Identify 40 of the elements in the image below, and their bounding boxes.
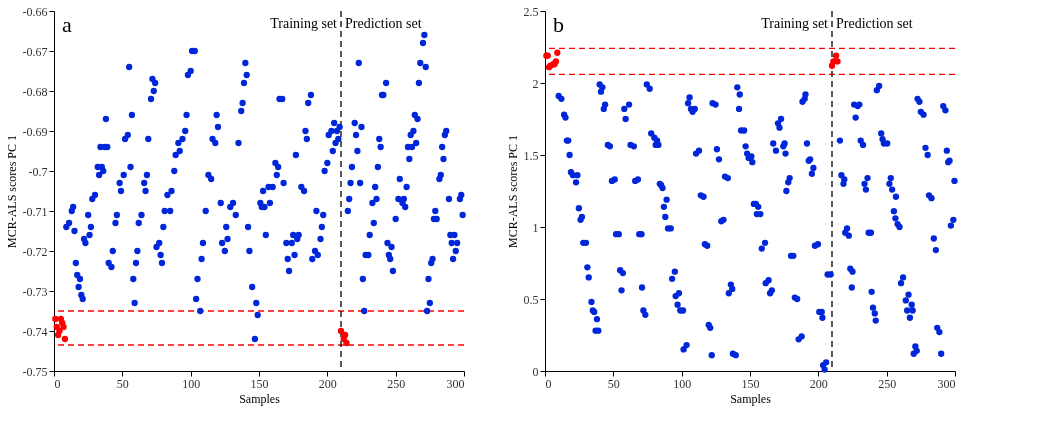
y-tick-label: -0.75 — [22, 364, 48, 379]
y-tick-label: -0.69 — [22, 124, 48, 139]
y-axis-title: MCR-ALS scores PC 1 — [505, 134, 520, 249]
x-tick-label: 300 — [446, 376, 465, 391]
annotation: Training set — [270, 16, 338, 31]
annotation: Prediction set — [836, 16, 913, 31]
y-tick-label: 0.5 — [523, 292, 539, 307]
x-tick-label: 250 — [878, 376, 897, 391]
x-tick-label: 250 — [387, 376, 406, 391]
x-tick-label: 300 — [937, 376, 956, 391]
y-tick-label: 1 — [532, 220, 539, 235]
y-tick-label: -0.67 — [22, 44, 48, 59]
annotation: Training set — [761, 16, 829, 31]
x-tick-label: 200 — [318, 376, 337, 391]
x-tick-label: 150 — [250, 376, 269, 391]
annotation: Prediction set — [345, 16, 422, 31]
x-tick-label: 200 — [809, 376, 828, 391]
y-tick-label: -0.73 — [22, 284, 48, 299]
x-tick-label: 50 — [607, 376, 620, 391]
x-axis-title: Samples — [730, 391, 772, 406]
x-tick-label: 150 — [741, 376, 760, 391]
x-axis-title: Samples — [239, 391, 281, 406]
y-tick-label: 0 — [532, 364, 539, 379]
y-tick-label: -0.72 — [22, 244, 48, 259]
y-tick-label: -0.7 — [28, 164, 48, 179]
x-tick-label: 100 — [673, 376, 692, 391]
y-tick-label: 1.5 — [523, 148, 539, 163]
y-tick-label: 2 — [532, 76, 539, 91]
x-tick-label: 100 — [182, 376, 201, 391]
y-tick-label: -0.66 — [22, 4, 48, 19]
chart-title: a — [62, 12, 72, 37]
y-tick-label: -0.68 — [22, 84, 48, 99]
y-axis-title: MCR-ALS scores PC 1 — [4, 134, 19, 249]
y-tick-label: -0.74 — [22, 324, 48, 339]
y-tick-label: 2.5 — [523, 4, 539, 19]
chart-title: b — [553, 12, 564, 37]
x-tick-label: 0 — [54, 376, 61, 391]
x-tick-label: 50 — [116, 376, 129, 391]
x-tick-label: 0 — [545, 376, 552, 391]
y-tick-label: -0.71 — [22, 204, 48, 219]
